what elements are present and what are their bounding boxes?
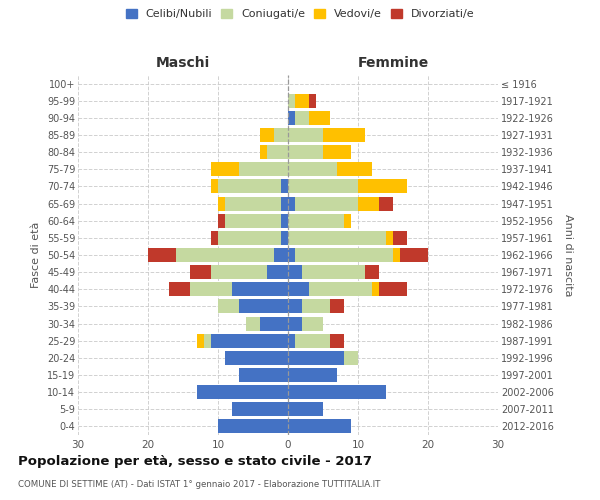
Bar <box>288 94 295 108</box>
Bar <box>218 420 288 434</box>
Bar <box>218 231 281 245</box>
Bar <box>274 128 288 142</box>
Bar <box>246 316 260 330</box>
Bar <box>218 214 225 228</box>
Bar <box>295 248 393 262</box>
Bar <box>288 368 337 382</box>
Bar <box>309 94 316 108</box>
Bar <box>295 111 309 125</box>
Bar <box>274 248 288 262</box>
Bar <box>358 180 407 194</box>
Bar <box>365 265 379 279</box>
Bar <box>260 316 288 330</box>
Bar <box>288 265 302 279</box>
Bar <box>309 111 330 125</box>
Bar <box>288 351 344 365</box>
Bar <box>288 180 358 194</box>
Bar <box>295 196 358 210</box>
Bar <box>260 145 267 159</box>
Bar <box>288 214 344 228</box>
Bar <box>302 316 323 330</box>
Bar <box>330 334 344 347</box>
Text: COMUNE DI SETTIME (AT) - Dati ISTAT 1° gennaio 2017 - Elaborazione TUTTITALIA.IT: COMUNE DI SETTIME (AT) - Dati ISTAT 1° g… <box>18 480 380 489</box>
Bar <box>344 214 351 228</box>
Bar <box>393 231 407 245</box>
Bar <box>337 162 372 176</box>
Bar <box>386 231 393 245</box>
Text: Popolazione per età, sesso e stato civile - 2017: Popolazione per età, sesso e stato civil… <box>18 455 372 468</box>
Bar <box>232 402 288 416</box>
Bar <box>281 196 288 210</box>
Bar <box>288 248 295 262</box>
Bar <box>197 385 288 399</box>
Bar <box>323 145 351 159</box>
Bar <box>330 300 344 314</box>
Bar <box>225 196 281 210</box>
Bar <box>393 248 400 262</box>
Bar <box>302 300 330 314</box>
Bar <box>169 282 190 296</box>
Bar <box>288 196 295 210</box>
Bar <box>288 316 302 330</box>
Legend: Celibi/Nubili, Coniugati/e, Vedovi/e, Divorziati/e: Celibi/Nubili, Coniugati/e, Vedovi/e, Di… <box>122 6 478 22</box>
Bar <box>176 248 274 262</box>
Bar <box>239 300 288 314</box>
Bar <box>267 265 288 279</box>
Bar <box>288 282 309 296</box>
Bar <box>218 196 225 210</box>
Bar <box>295 94 309 108</box>
Bar <box>211 231 218 245</box>
Bar <box>295 334 330 347</box>
Y-axis label: Anni di nascita: Anni di nascita <box>563 214 573 296</box>
Bar <box>267 145 288 159</box>
Bar <box>288 162 337 176</box>
Bar <box>190 282 232 296</box>
Text: Femmine: Femmine <box>358 56 428 70</box>
Bar <box>288 128 323 142</box>
Bar <box>400 248 428 262</box>
Bar <box>288 145 323 159</box>
Bar <box>148 248 176 262</box>
Bar <box>260 128 274 142</box>
Bar <box>309 282 372 296</box>
Bar <box>288 402 323 416</box>
Text: Maschi: Maschi <box>156 56 210 70</box>
Bar <box>288 231 386 245</box>
Bar <box>358 196 379 210</box>
Bar <box>288 420 351 434</box>
Bar <box>288 111 295 125</box>
Bar <box>288 300 302 314</box>
Bar <box>211 265 267 279</box>
Bar <box>379 282 407 296</box>
Bar <box>344 351 358 365</box>
Bar <box>232 282 288 296</box>
Bar <box>281 231 288 245</box>
Y-axis label: Fasce di età: Fasce di età <box>31 222 41 288</box>
Bar <box>218 300 239 314</box>
Bar <box>379 196 393 210</box>
Bar <box>239 162 288 176</box>
Bar <box>211 180 218 194</box>
Bar <box>302 265 365 279</box>
Bar <box>211 334 288 347</box>
Bar <box>281 180 288 194</box>
Bar <box>288 385 386 399</box>
Bar <box>190 265 211 279</box>
Bar <box>372 282 379 296</box>
Bar <box>281 214 288 228</box>
Bar <box>239 368 288 382</box>
Bar <box>211 162 239 176</box>
Bar <box>225 351 288 365</box>
Bar <box>218 180 281 194</box>
Bar <box>204 334 211 347</box>
Bar <box>288 334 295 347</box>
Bar <box>197 334 204 347</box>
Bar <box>225 214 281 228</box>
Bar <box>323 128 365 142</box>
